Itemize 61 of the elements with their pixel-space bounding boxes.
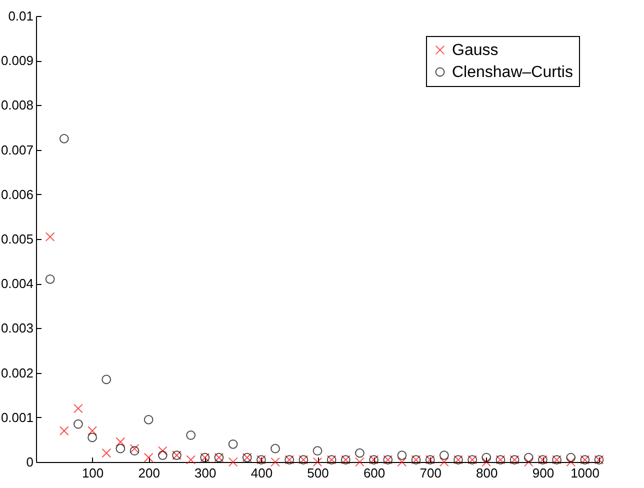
y-tick-label: 0.007 xyxy=(0,142,34,158)
y-tick-label: 0.006 xyxy=(0,186,34,202)
point xyxy=(228,457,238,467)
point xyxy=(116,444,126,454)
x-tick-label: 100 xyxy=(82,466,104,480)
point xyxy=(312,457,322,467)
x-tick-label: 900 xyxy=(532,466,554,480)
point xyxy=(45,232,55,242)
point xyxy=(130,444,140,454)
legend-label: Gauss xyxy=(452,42,498,59)
x-tick-label: 300 xyxy=(194,466,216,480)
y-tick-label: 0.01 xyxy=(8,8,34,24)
point xyxy=(355,448,364,458)
x-tick-label: 600 xyxy=(363,466,386,480)
point xyxy=(116,437,126,447)
x-tick-label: 700 xyxy=(420,466,442,480)
point xyxy=(482,452,492,462)
point xyxy=(566,457,576,467)
point xyxy=(144,414,154,424)
point xyxy=(59,134,69,144)
point xyxy=(186,430,196,440)
point xyxy=(524,457,534,467)
point xyxy=(74,419,83,429)
y-tick-label: 0.005 xyxy=(0,232,34,246)
point xyxy=(130,446,140,456)
point xyxy=(397,450,407,460)
point xyxy=(102,374,112,384)
legend-label: Clenshaw–Curtis xyxy=(452,64,573,81)
point xyxy=(144,452,154,462)
point xyxy=(270,457,280,467)
point xyxy=(355,457,364,467)
point xyxy=(158,450,168,460)
point xyxy=(45,274,55,284)
point xyxy=(74,404,83,414)
point xyxy=(228,439,238,449)
x-tick-label: 1000 xyxy=(570,466,600,480)
point xyxy=(439,457,449,467)
y-tick-label: 0.003 xyxy=(0,320,34,336)
y-tick-label: 0.009 xyxy=(0,53,34,68)
point xyxy=(270,444,280,454)
y-tick-label: 0.002 xyxy=(0,365,34,380)
point xyxy=(439,450,449,460)
y-tick-label: 0.008 xyxy=(0,98,34,113)
y-tick-label: 0.001 xyxy=(0,410,34,425)
point xyxy=(482,457,492,467)
x-tick-label: 200 xyxy=(138,466,160,480)
point xyxy=(397,457,407,467)
point xyxy=(312,446,322,456)
y-tick-label: 0.004 xyxy=(0,276,34,292)
point xyxy=(524,452,534,462)
x-tick-label: 800 xyxy=(476,466,498,480)
point xyxy=(186,455,196,464)
point xyxy=(88,432,97,442)
point xyxy=(102,448,112,458)
x-tick-label: 500 xyxy=(307,466,329,480)
y-tick-label: 0 xyxy=(26,454,34,470)
point xyxy=(88,426,97,436)
point xyxy=(59,426,69,436)
point xyxy=(566,452,576,462)
point xyxy=(158,446,168,456)
x-tick-label: 400 xyxy=(250,466,273,480)
